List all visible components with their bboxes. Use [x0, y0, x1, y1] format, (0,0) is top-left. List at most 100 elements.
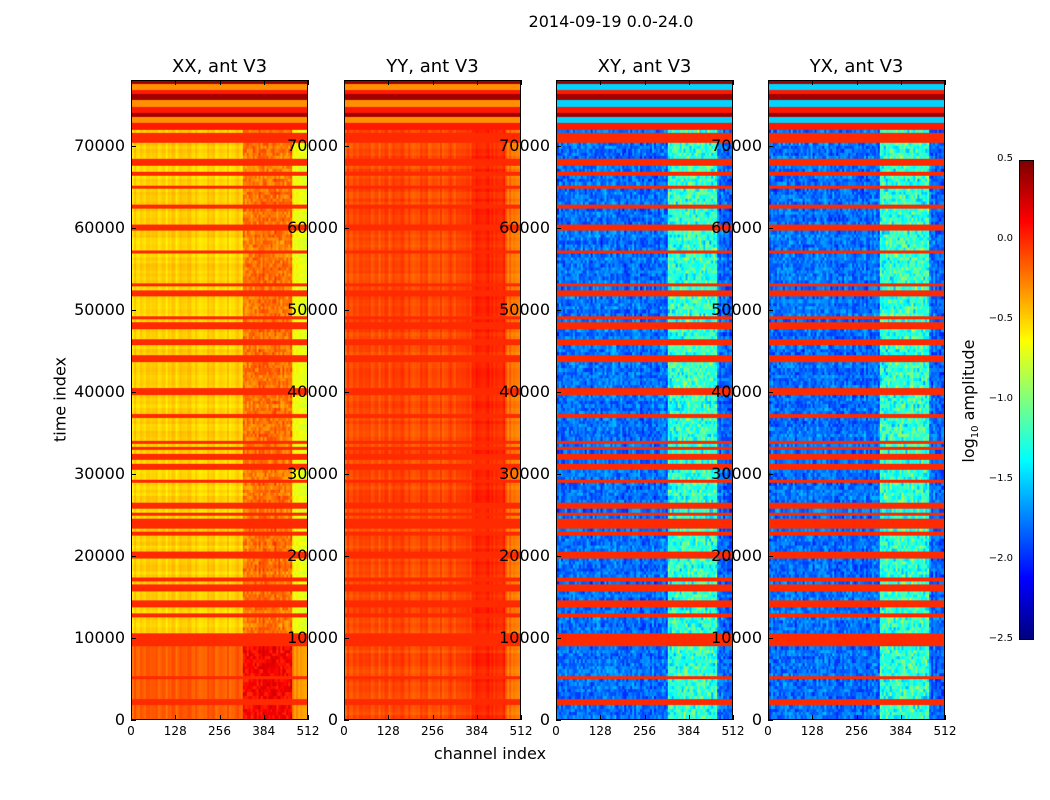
y-tick-label: 60000	[499, 217, 550, 237]
x-tick-mark	[733, 715, 734, 720]
colorbar-tick-label: −2.5	[988, 633, 1013, 644]
x-tick-mark	[733, 80, 734, 85]
y-tick-mark	[344, 555, 349, 557]
x-tick-mark	[344, 80, 345, 85]
x-tick-mark	[945, 80, 946, 85]
colorbar-tick-label: 0.5	[997, 153, 1013, 164]
y-tick-label: 50000	[711, 299, 762, 319]
x-tick-mark	[644, 80, 646, 85]
panel-title: YX, ant V3	[809, 56, 904, 77]
x-tick-mark	[476, 715, 478, 720]
y-tick-mark	[344, 720, 349, 721]
x-tick-mark	[556, 80, 557, 85]
x-tick-label: 256	[208, 724, 231, 738]
x-tick-mark	[219, 80, 221, 85]
y-tick-mark	[131, 555, 136, 557]
x-tick-mark	[263, 80, 265, 85]
x-tick-label: 128	[588, 724, 612, 738]
y-tick-label: 40000	[711, 381, 762, 401]
x-tick-label: 512	[296, 724, 320, 738]
y-tick-mark	[131, 391, 136, 393]
y-tick-label: 50000	[499, 299, 550, 319]
y-tick-label: 30000	[711, 463, 762, 483]
x-tick-mark	[900, 715, 902, 720]
y-tick-mark	[344, 473, 349, 475]
x-tick-label: 128	[800, 724, 824, 738]
x-tick-mark	[644, 715, 646, 720]
x-tick-mark	[308, 80, 309, 85]
x-tick-label: 384	[677, 724, 701, 738]
x-tick-mark	[308, 715, 309, 720]
y-tick-mark	[768, 145, 773, 147]
y-tick-label: 50000	[287, 299, 338, 319]
y-tick-label: 0	[751, 710, 762, 729]
colorbar-label-rest: amplitude	[958, 339, 978, 426]
x-tick-mark	[945, 715, 946, 720]
x-tick-mark	[344, 715, 345, 720]
x-tick-mark	[856, 715, 858, 720]
y-tick-mark	[556, 309, 561, 311]
x-tick-mark	[812, 80, 814, 85]
y-tick-label: 10000	[711, 627, 762, 647]
y-tick-mark	[768, 391, 773, 393]
y-tick-label: 60000	[287, 217, 338, 237]
colorbar-tick-label: −2.0	[988, 553, 1013, 564]
x-tick-mark	[768, 80, 769, 85]
x-tick-label: 0	[552, 724, 560, 738]
y-tick-mark	[344, 637, 349, 639]
colorbar-label-sub: 10	[970, 425, 982, 439]
colorbar-tick-label: −1.0	[988, 393, 1013, 404]
figure-title: 2014-09-19 0.0-24.0	[528, 12, 694, 31]
y-tick-label: 20000	[499, 545, 550, 565]
x-tick-mark	[768, 715, 769, 720]
y-tick-mark	[768, 555, 773, 557]
y-tick-mark	[768, 309, 773, 311]
x-tick-mark	[388, 715, 390, 720]
y-tick-label: 60000	[711, 217, 762, 237]
x-tick-label: 128	[376, 724, 400, 738]
y-tick-mark	[768, 637, 773, 639]
y-tick-mark	[556, 637, 561, 639]
x-tick-mark	[219, 715, 221, 720]
x-tick-mark	[856, 80, 858, 85]
heatmap-xy	[556, 80, 733, 720]
colorbar	[1019, 160, 1034, 640]
x-tick-label: 128	[163, 724, 187, 738]
x-tick-mark	[432, 80, 434, 85]
x-axis-label: channel index	[433, 744, 547, 763]
x-tick-mark	[476, 80, 478, 85]
y-tick-label: 70000	[711, 135, 762, 155]
y-tick-label: 30000	[499, 463, 550, 483]
y-tick-mark	[556, 555, 561, 557]
x-tick-label: 256	[845, 724, 868, 738]
x-tick-label: 384	[889, 724, 913, 738]
x-tick-mark	[900, 80, 902, 85]
y-tick-mark	[344, 145, 349, 147]
colorbar-tick-label: 0.0	[997, 233, 1013, 244]
x-tick-mark	[432, 715, 434, 720]
x-tick-label: 384	[465, 724, 489, 738]
x-tick-mark	[175, 715, 177, 720]
y-tick-label: 20000	[711, 545, 762, 565]
x-tick-mark	[131, 80, 132, 85]
y-tick-mark	[556, 473, 561, 475]
y-tick-label: 10000	[499, 627, 550, 647]
y-tick-mark	[344, 309, 349, 311]
y-tick-mark	[556, 720, 561, 721]
x-tick-label: 256	[421, 724, 444, 738]
x-tick-label: 0	[340, 724, 348, 738]
x-tick-mark	[388, 80, 390, 85]
y-tick-mark	[131, 637, 136, 639]
heatmap-xx	[131, 80, 308, 720]
colorbar-tick-label: −1.5	[988, 473, 1013, 484]
x-tick-label: 512	[509, 724, 533, 738]
y-tick-mark	[768, 473, 773, 475]
y-tick-mark	[556, 227, 561, 229]
colorbar-label-main: log	[958, 438, 978, 463]
colorbar-tick-label: −0.5	[988, 313, 1013, 324]
y-tick-label: 30000	[287, 463, 338, 483]
y-tick-mark	[344, 227, 349, 229]
y-tick-label: 10000	[74, 627, 125, 647]
y-tick-mark	[131, 720, 136, 721]
y-tick-label: 10000	[287, 627, 338, 647]
